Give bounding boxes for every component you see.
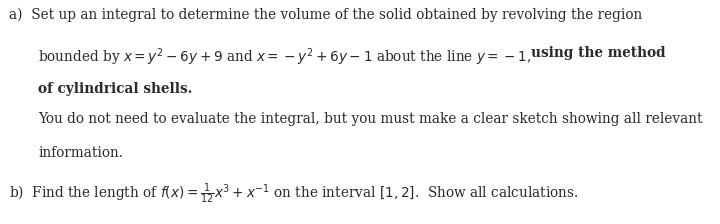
Text: You do not need to evaluate the integral, but you must make a clear sketch showi: You do not need to evaluate the integral…	[38, 112, 703, 126]
Text: information.: information.	[38, 146, 123, 159]
Text: b)  Find the length of $f(x) = \frac{1}{12}x^3 + x^{-1}$ on the interval $[1, 2]: b) Find the length of $f(x) = \frac{1}{1…	[9, 181, 579, 206]
Text: using the method: using the method	[531, 46, 666, 60]
Text: a)  Set up an integral to determine the volume of the solid obtained by revolvin: a) Set up an integral to determine the v…	[9, 8, 643, 22]
Text: bounded by $x = y^2 - 6y + 9$ and $x = -y^2 + 6y - 1$ about the line $y = -1$,: bounded by $x = y^2 - 6y + 9$ and $x = -…	[38, 46, 533, 67]
Text: of cylindrical shells.: of cylindrical shells.	[38, 82, 192, 96]
